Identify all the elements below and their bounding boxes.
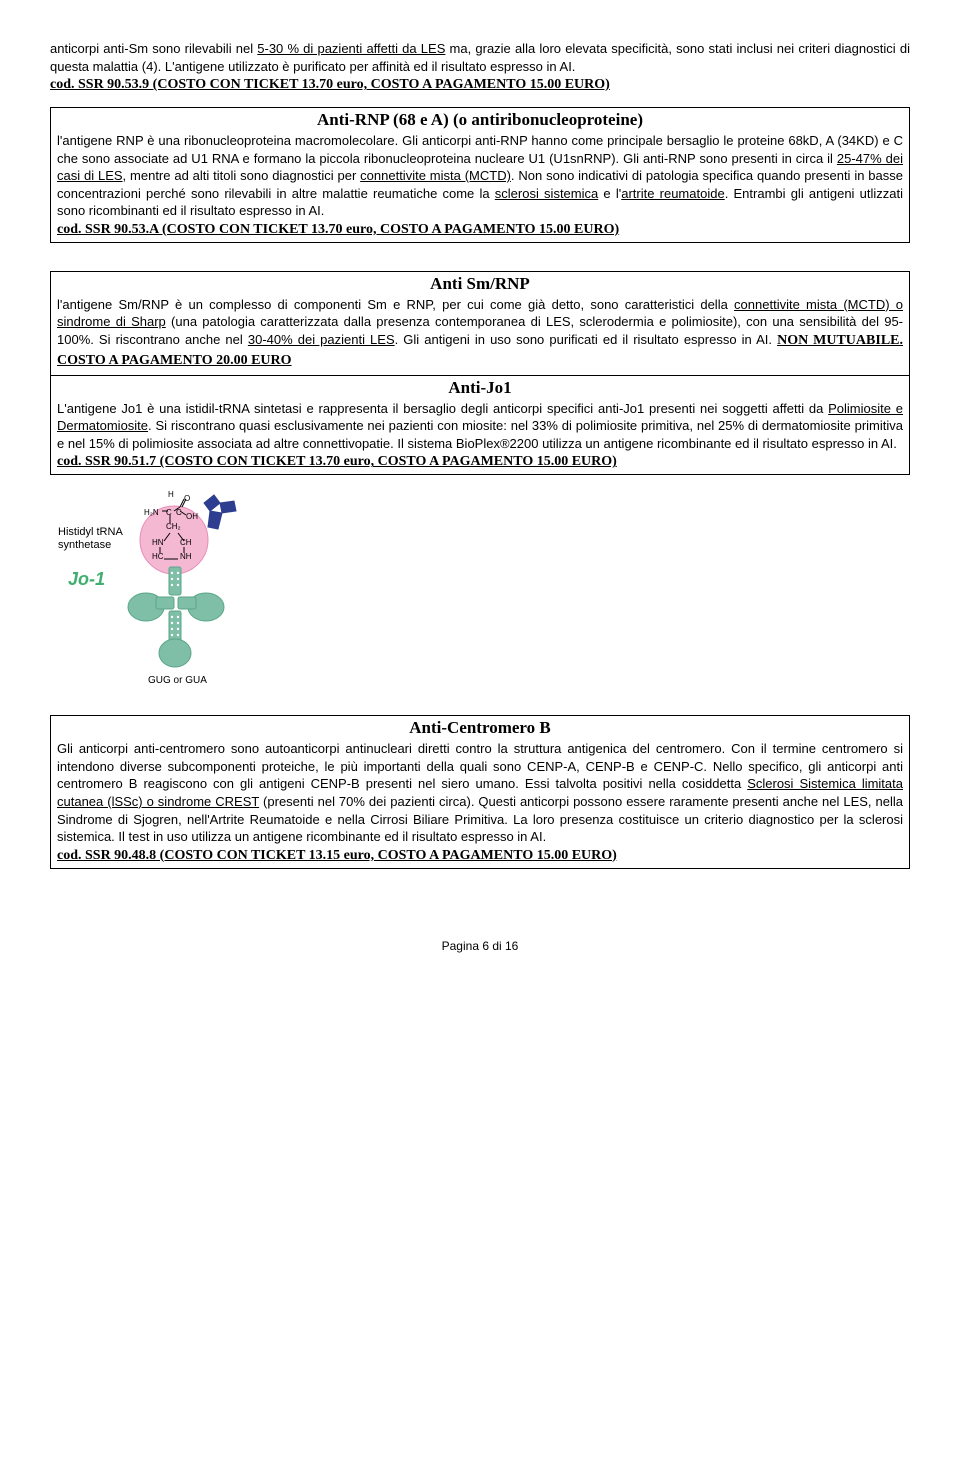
jo1-svg: H O H₂N C C OH CH₂ HN CH HC NH [56, 485, 276, 695]
section-anti-jo1: Anti-Jo1 L'antigene Jo1 è una istidil-tR… [50, 375, 910, 476]
fig-label: Histidyl tRNA [58, 526, 123, 538]
text-underline: connettivite mista (MCTD) [360, 168, 511, 183]
section-paragraph: l'antigene RNP è una ribonucleoproteina … [57, 132, 903, 220]
section-title: Anti-Jo1 [57, 378, 903, 398]
section-anti-smrnp: Anti Sm/RNP l'antigene Sm/RNP è un compl… [50, 271, 910, 375]
text: . Gli antigeni in uso sono purificati ed… [395, 332, 777, 347]
cod-line: cod. SSR 90.51.7 (COSTO CON TICKET 13.70… [57, 454, 903, 470]
text-underline: sclerosi sistemica [495, 186, 598, 201]
svg-text:C: C [166, 508, 172, 517]
text-underline: 30-40% dei pazienti LES [248, 332, 395, 347]
gug-label: GUG or GUA [148, 675, 207, 686]
jo1-figure: H O H₂N C C OH CH₂ HN CH HC NH [56, 485, 910, 695]
intro-paragraph: anticorpi anti-Sm sono rilevabili nel 5-… [50, 40, 910, 75]
page-footer: Pagina 6 di 16 [50, 939, 910, 953]
text: , mentre ad alti titoli sono diagnostici… [123, 168, 361, 183]
section-paragraph: Gli anticorpi anti-centromero sono autoa… [57, 740, 903, 845]
section-title: Anti-Centromero B [57, 718, 903, 738]
cod-line: cod. SSR 90.48.8 (COSTO CON TICKET 13.15… [57, 848, 903, 864]
svg-text:HN: HN [152, 538, 164, 547]
text: e l' [598, 186, 621, 201]
text-underline: artrite reumatoide [621, 186, 724, 201]
jo1-label: Jo-1 [68, 569, 105, 589]
section-anti-rnp: Anti-RNP (68 e A) (o antiribonucleoprote… [50, 107, 910, 243]
section-paragraph: l'antigene Sm/RNP è un complesso di comp… [57, 296, 903, 371]
svg-text:CH: CH [180, 538, 192, 547]
svg-text:NH: NH [180, 552, 192, 561]
cod-line: cod. SSR 90.53.9 (COSTO CON TICKET 13.70… [50, 77, 910, 93]
svg-text:OH: OH [186, 512, 198, 521]
section-title: Anti-RNP (68 e A) (o antiribonucleoprote… [57, 110, 903, 130]
section-anti-centromero: Anti-Centromero B Gli anticorpi anti-cen… [50, 715, 910, 868]
cod-line: cod. SSR 90.53.A (COSTO CON TICKET 13.70… [57, 222, 903, 238]
svg-text:HC: HC [152, 552, 164, 561]
fig-label: synthetase [58, 539, 111, 551]
svg-text:CH₂: CH₂ [166, 522, 181, 531]
text: L'antigene Jo1 è una istidil-tRNA sintet… [57, 401, 828, 416]
text: l'antigene Sm/RNP è un complesso di comp… [57, 297, 734, 312]
text: . Si riscontrano quasi esclusivamente ne… [57, 418, 903, 451]
section-title: Anti Sm/RNP [57, 274, 903, 294]
svg-text:H: H [168, 490, 174, 499]
text: l'antigene RNP è una ribonucleoproteina … [57, 133, 903, 166]
svg-text:H₂N: H₂N [144, 508, 159, 517]
text-underline: 5-30 % di pazienti affetti da LES [257, 41, 445, 56]
section-paragraph: L'antigene Jo1 è una istidil-tRNA sintet… [57, 400, 903, 453]
text: anticorpi anti-Sm sono rilevabili nel [50, 41, 257, 56]
